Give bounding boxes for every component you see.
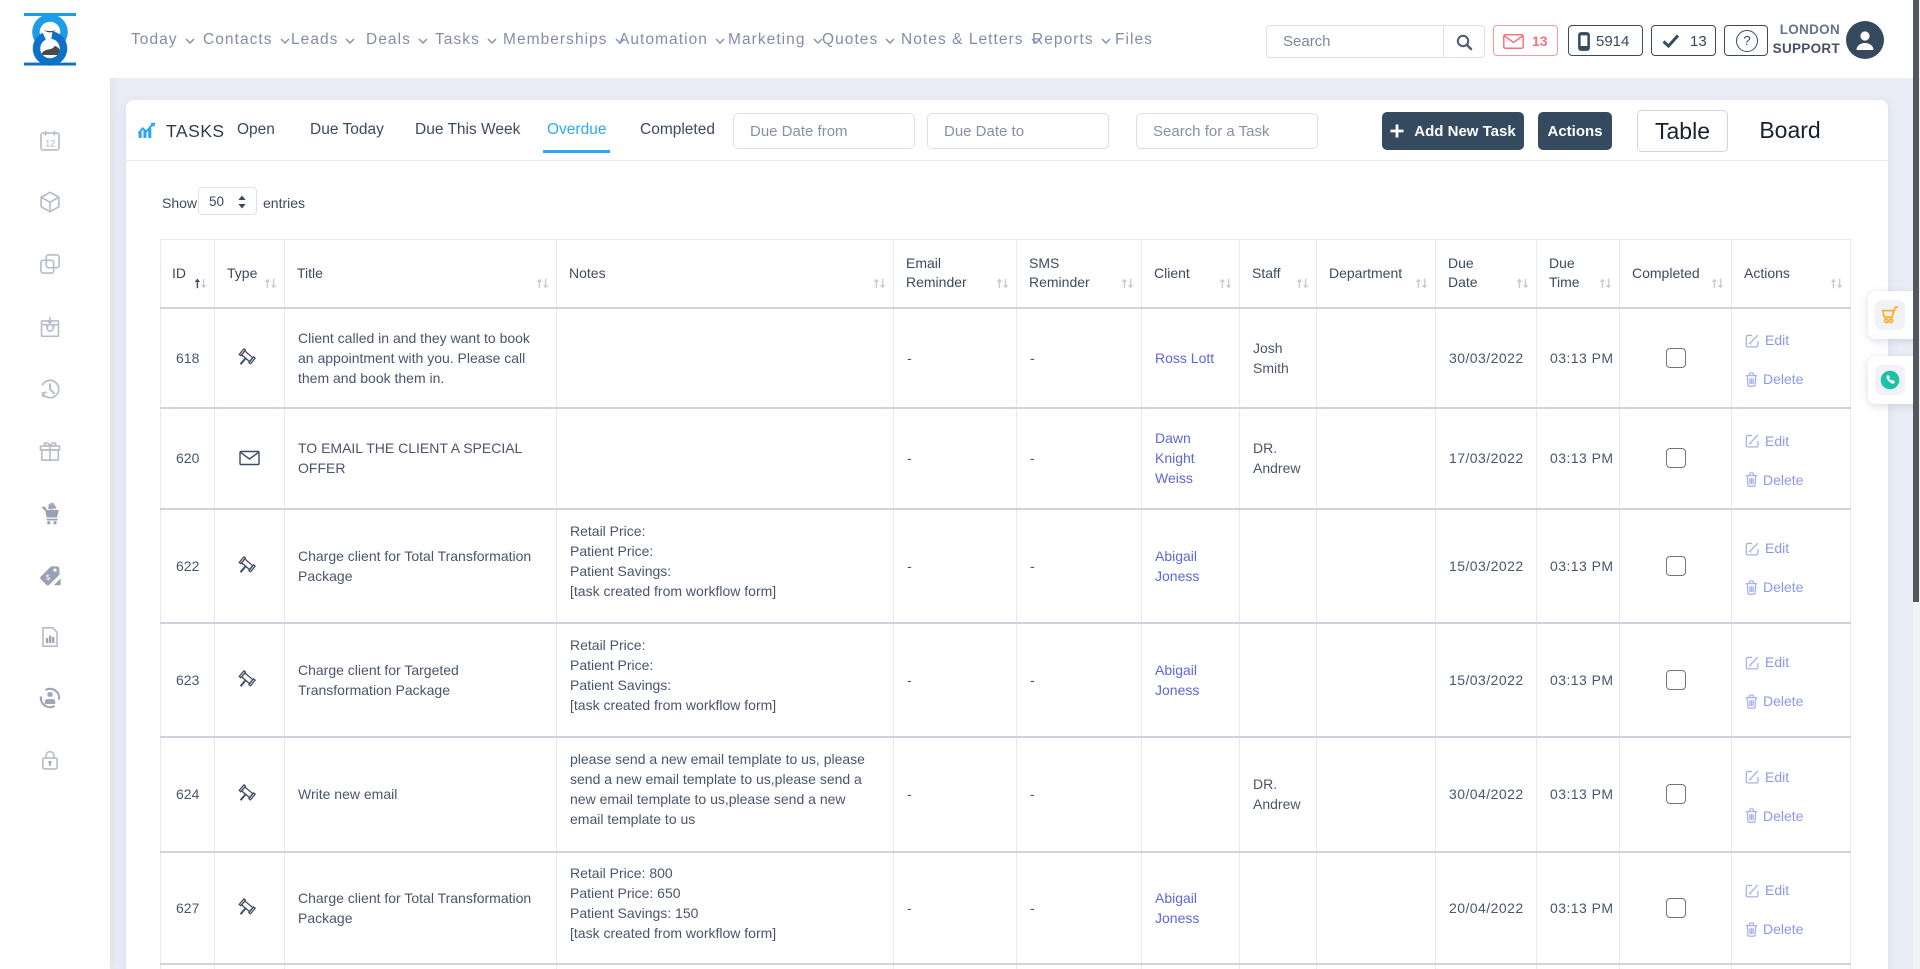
svg-text:12: 12: [45, 139, 55, 149]
svg-text:$: $: [45, 573, 51, 583]
